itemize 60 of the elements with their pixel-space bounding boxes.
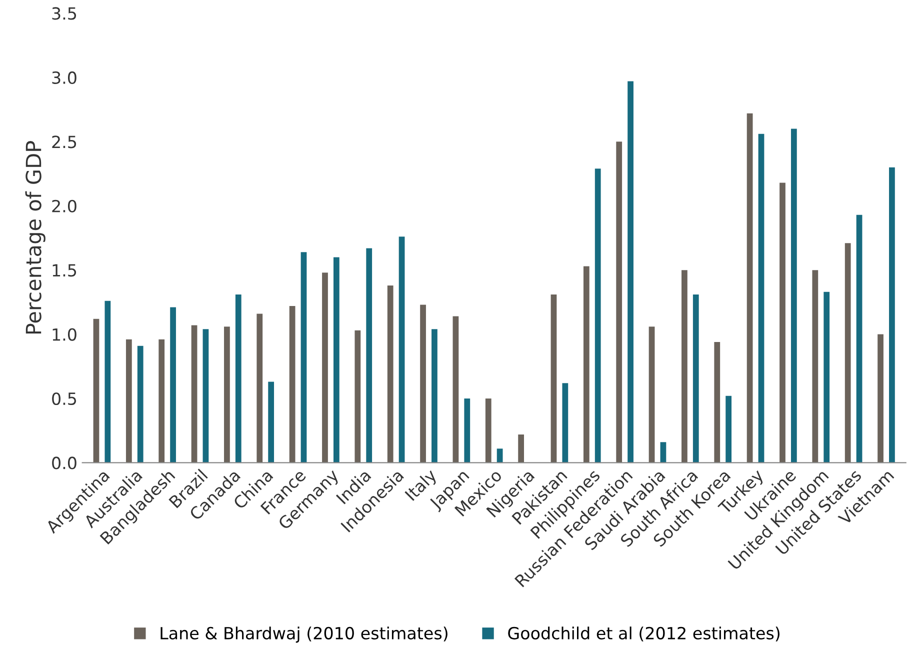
bar <box>158 339 165 463</box>
bar <box>452 316 459 463</box>
bar <box>726 396 732 463</box>
bar <box>224 326 230 463</box>
bar <box>812 270 818 463</box>
y-tick-label: 2.0 <box>52 200 76 212</box>
bar <box>856 214 862 463</box>
bar <box>780 182 786 463</box>
y-tick-label: 3.5 <box>52 7 76 20</box>
bar <box>256 314 263 463</box>
bar <box>432 329 438 463</box>
bar <box>268 382 274 463</box>
y-tick-label: 2.5 <box>52 136 76 148</box>
bar <box>300 252 307 463</box>
legend-label: Lane & Bhardwaj (2010 estimates) <box>160 626 448 643</box>
y-tick-label: 0.0 <box>52 456 76 470</box>
bar <box>354 330 361 463</box>
bar <box>496 448 503 463</box>
bar <box>518 434 524 463</box>
bar <box>889 167 895 463</box>
bar <box>616 142 622 463</box>
bar <box>398 236 405 463</box>
bar <box>714 342 720 463</box>
bar <box>333 257 340 463</box>
bar <box>692 294 699 463</box>
y-tick-label: 0.5 <box>52 392 76 406</box>
bar <box>844 243 851 463</box>
bar <box>758 134 764 463</box>
y-tick-label: 3.0 <box>52 71 76 84</box>
bar <box>420 304 426 463</box>
legend-label: Goodchild et al (2012 estimates) <box>508 626 780 642</box>
bar <box>289 306 296 463</box>
bar <box>235 294 242 463</box>
bar <box>170 307 176 463</box>
bar <box>126 339 132 463</box>
bar <box>583 266 590 463</box>
bar <box>682 270 688 463</box>
bar <box>746 113 753 463</box>
bar <box>594 168 601 463</box>
y-tick-label: 1.0 <box>52 328 76 341</box>
bar <box>191 325 198 463</box>
bar <box>628 81 634 463</box>
bar <box>878 334 884 463</box>
bar <box>660 442 666 463</box>
bar <box>322 272 328 463</box>
bar <box>562 383 568 463</box>
bar <box>137 346 144 463</box>
bar <box>202 329 209 463</box>
bar <box>464 398 470 463</box>
bar <box>824 292 830 463</box>
bar <box>485 398 492 463</box>
y-tick-label: 1.5 <box>52 264 76 277</box>
bar <box>366 248 372 463</box>
bar <box>790 128 797 463</box>
y-axis-title: Percentage of GDP <box>25 141 46 334</box>
bar <box>387 285 394 463</box>
bar <box>550 294 557 463</box>
bar <box>104 300 111 463</box>
bar <box>93 318 100 463</box>
bar <box>648 326 655 463</box>
